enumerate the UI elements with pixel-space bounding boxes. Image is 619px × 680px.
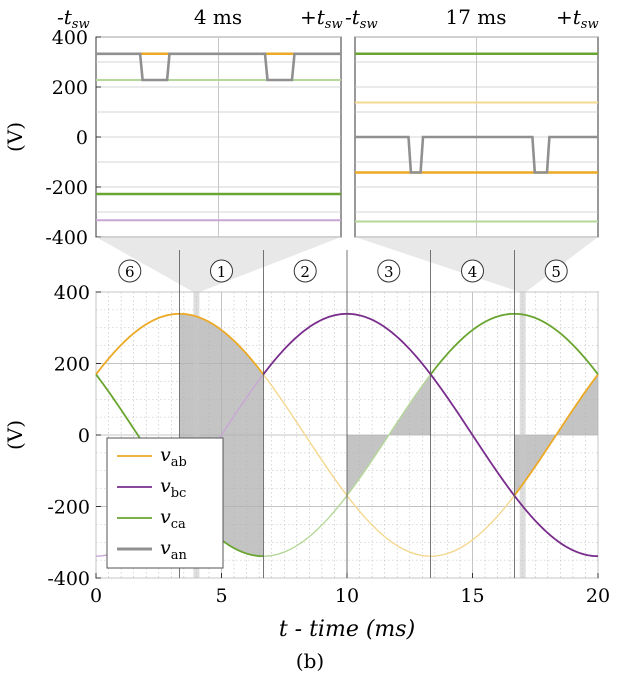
sector-label: 6 [125, 263, 135, 281]
left-inset-center-time: 4 ms [194, 5, 242, 29]
inset-series-v_an [96, 52, 341, 82]
right-inset-chart: -tsw 17 ms +tsw [345, 5, 599, 238]
x-tick-label: 15 [460, 585, 484, 607]
series-line-v_ab [513, 373, 599, 497]
sector-label: 5 [551, 263, 561, 281]
sector-badge [377, 259, 401, 283]
left-inset-y-ticks: 400 200 0 -200 -400 [45, 27, 101, 249]
sector-badge [461, 259, 484, 283]
left-inset-plus-tsw-label: +tsw [300, 5, 343, 32]
x-tick-label: 20 [586, 585, 610, 607]
main-y-ticks: 400 200 0 -200 -400 [47, 282, 101, 590]
x-tick-label: 5 [215, 585, 227, 607]
left-inset-series [96, 52, 341, 222]
main-x-ticks: 0 5 10 15 20 [90, 573, 610, 607]
y-tick-label: 0 [78, 425, 90, 447]
main-x-axis-label: t - time (ms) [279, 617, 415, 642]
right-inset-series [355, 52, 598, 223]
left-inset-y-axis-label: (V) [3, 122, 27, 152]
series-line-v_bc [262, 312, 516, 497]
legend-label-v_ab: vab [160, 444, 187, 470]
legend-label-v_bc: vbc [160, 475, 186, 501]
inset-y-tick-label: 0 [76, 127, 88, 149]
legend-label-v_an: van [160, 537, 187, 563]
left-inset-minus-tsw-label: -tsw [57, 5, 90, 32]
y-tick-label: -400 [47, 568, 90, 590]
y-tick-label: -200 [47, 497, 90, 519]
legend-label-v_ca: vca [160, 506, 186, 532]
inset-y-tick-label: 200 [52, 77, 88, 99]
inset-y-tick-label: 400 [52, 27, 88, 49]
series-line-v_bc [513, 495, 599, 558]
sector-badge [118, 259, 142, 283]
legend: vab vbc vca van [106, 437, 224, 569]
sector-badge [210, 259, 233, 283]
inset-y-tick-label: -200 [45, 177, 88, 199]
figure-caption: (b) [296, 649, 324, 673]
right-inset-center-time: 17 ms [445, 5, 506, 29]
y-tick-label: 200 [54, 354, 90, 376]
sector-badge [293, 259, 317, 283]
x-tick-label: 0 [90, 585, 102, 607]
main-y-axis-label: (V) [3, 420, 27, 450]
sector-label: 1 [217, 263, 227, 281]
sector-label: 2 [300, 263, 310, 281]
sector-label: 3 [384, 263, 394, 281]
sector-label: 4 [468, 263, 478, 281]
inset-series-v_an [355, 135, 598, 174]
legend-items: vab vbc vca van [117, 444, 187, 563]
zoom-window-band [193, 292, 200, 578]
zoom-window-band [519, 292, 526, 578]
y-tick-label: 400 [54, 282, 90, 304]
inset-y-tick-label: -400 [45, 227, 88, 249]
right-inset-plus-tsw-label: +tsw [556, 5, 599, 32]
main-zoom-windows [193, 292, 526, 578]
x-tick-label: 10 [335, 585, 359, 607]
right-inset-minus-tsw-label: -tsw [345, 5, 378, 32]
main-chart: 6 1 2 3 4 5 400 200 0 -200 -400 0 5 10 15 20 (V) t - … [3, 250, 610, 642]
legend-box [106, 437, 224, 569]
sector-badge [544, 259, 568, 283]
sector-labels: 6 1 2 3 4 5 [118, 250, 568, 578]
left-inset-chart: -tsw 4 ms +tsw 400 200 0 -200 -400 (V) [3, 5, 343, 249]
